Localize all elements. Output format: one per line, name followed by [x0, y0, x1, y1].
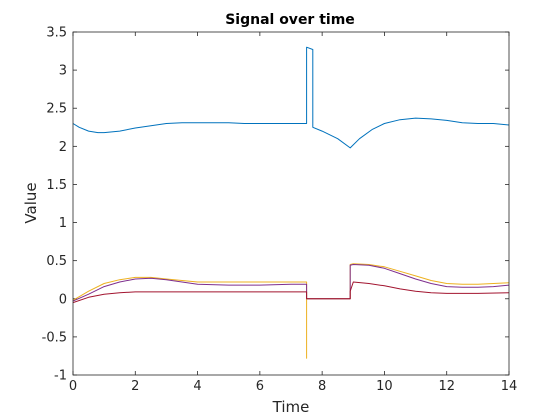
series-line-4 — [72, 281, 510, 304]
x-tick-label: 0 — [69, 379, 77, 394]
y-tick-label: 3 — [59, 64, 67, 79]
x-tick-label: 4 — [193, 379, 201, 394]
plot-series — [72, 46, 510, 359]
y-tick-label: -1 — [54, 369, 67, 384]
y-tick-label: 1.5 — [46, 178, 67, 193]
y-tick-label: 2 — [59, 140, 67, 155]
plot-area-border — [72, 31, 510, 376]
x-tick-label: 14 — [501, 379, 518, 394]
x-tick-label: 10 — [376, 379, 393, 394]
y-tick-label: -0.5 — [42, 330, 67, 345]
x-axis-label: Time — [272, 398, 310, 416]
series-line-1 — [72, 46, 510, 149]
y-axis-label: Value — [22, 182, 40, 223]
x-tick-label: 2 — [131, 379, 139, 394]
series-line-2 — [72, 263, 510, 359]
y-tick-label: 0 — [59, 292, 67, 307]
y-tick-label: 2.5 — [46, 102, 67, 117]
x-tick-label: 6 — [256, 379, 264, 394]
x-tick-label: 12 — [438, 379, 455, 394]
axis-ticks: 0 2 4 6 8 10 12 14 -1 -0.5 0 0.5 1 1.5 2 2.5 3 3.5 — [42, 26, 518, 395]
y-tick-label: 0.5 — [46, 254, 67, 269]
y-tick-label: 1 — [59, 216, 67, 231]
x-tick-label: 8 — [318, 379, 326, 394]
y-tick-label: 3.5 — [46, 26, 67, 41]
chart-title: Signal over time — [225, 12, 355, 28]
